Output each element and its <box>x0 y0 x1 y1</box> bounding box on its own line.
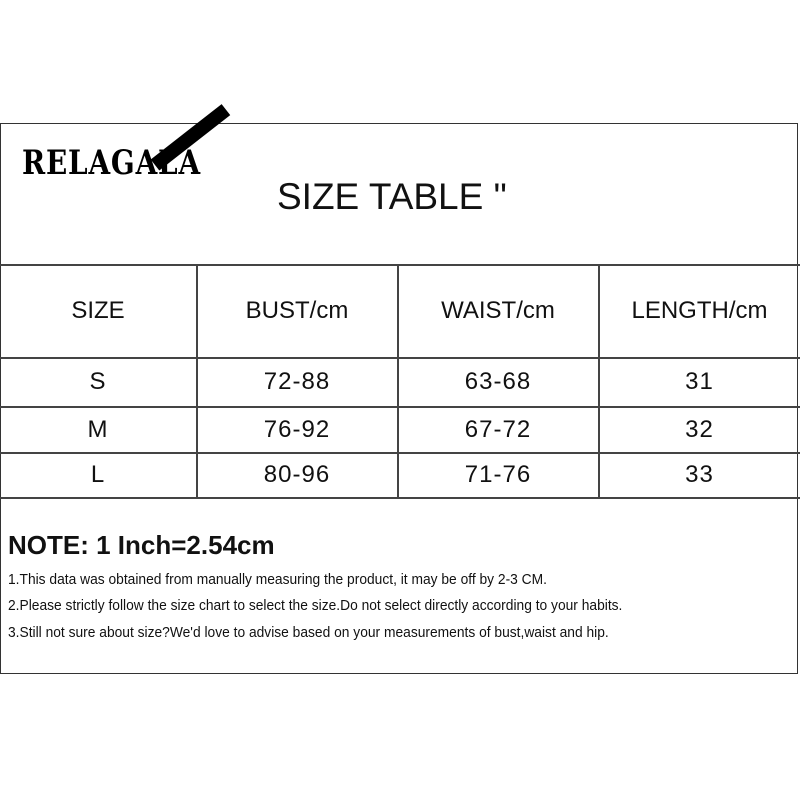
note-title: NOTE: 1 Inch=2.54cm <box>8 530 275 560</box>
table-cell: 80-96 <box>263 461 331 488</box>
note-item: 1.This data was obtained from manually m… <box>8 571 547 588</box>
table-header: LENGTH/cm <box>631 297 768 324</box>
table-cell: 33 <box>685 461 714 488</box>
table-cell: 71-76 <box>464 461 532 488</box>
divider <box>0 452 800 454</box>
table-cell: 76-92 <box>263 415 331 443</box>
table-header: BUST/cm <box>245 297 349 324</box>
table-cell: L <box>90 461 106 488</box>
note-item: 3.Still not sure about size?We'd love to… <box>8 624 609 641</box>
size-chart-frame <box>0 123 798 674</box>
table-cell: 63-68 <box>464 368 532 395</box>
divider <box>0 497 800 499</box>
divider <box>0 406 800 408</box>
divider <box>397 264 399 498</box>
table-header: SIZE <box>71 297 125 324</box>
note-item: 2.Please strictly follow the size chart … <box>8 597 623 614</box>
divider <box>598 264 600 498</box>
table-header: WAIST/cm <box>441 297 555 324</box>
table-cell: 67-72 <box>464 415 532 443</box>
divider <box>0 264 800 266</box>
divider <box>0 357 800 359</box>
table-cell: 32 <box>685 415 714 443</box>
page-title: SIZE TABLE " <box>277 176 507 217</box>
table-cell: S <box>89 368 107 395</box>
table-cell: 72-88 <box>263 368 331 395</box>
divider <box>196 264 198 498</box>
table-cell: 31 <box>685 368 714 395</box>
table-cell: M <box>87 415 109 443</box>
